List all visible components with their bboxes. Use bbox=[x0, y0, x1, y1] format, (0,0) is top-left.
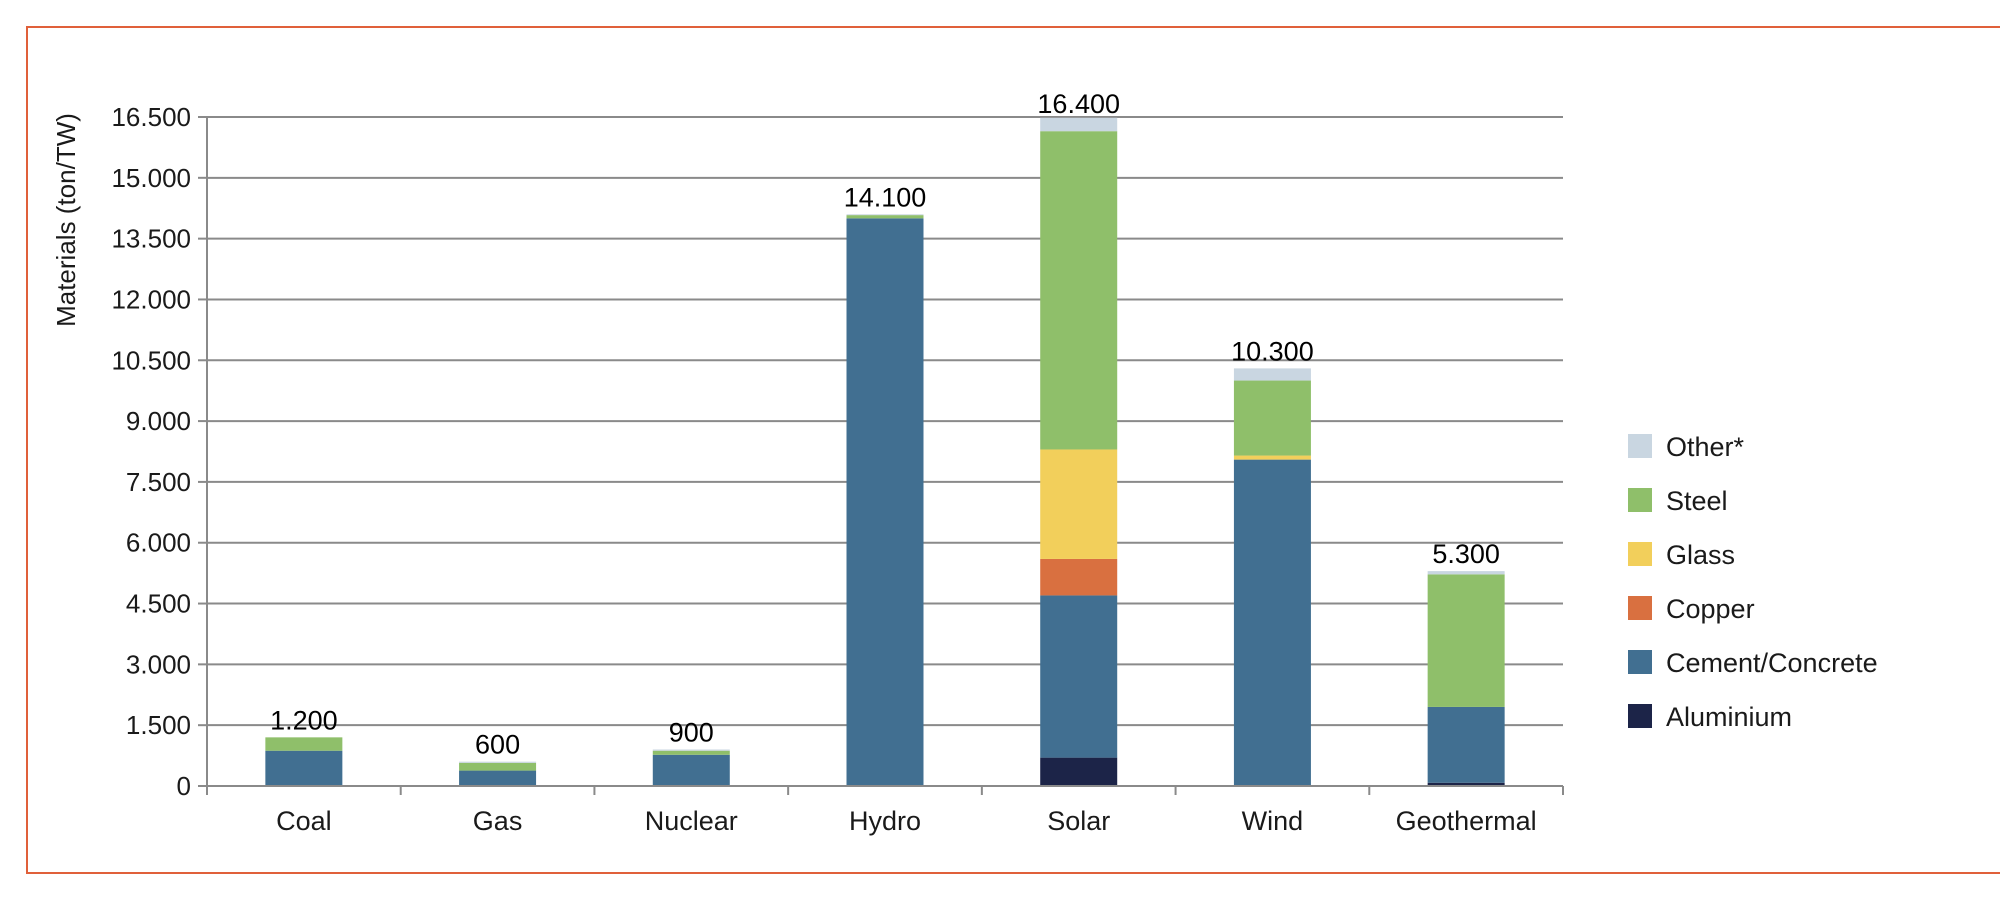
total-label: 900 bbox=[669, 718, 714, 748]
legend-swatch bbox=[1628, 650, 1652, 674]
chart-frame bbox=[26, 26, 2000, 874]
total-label: 1.200 bbox=[270, 705, 338, 735]
legend-label: Other* bbox=[1666, 432, 1745, 462]
bar-geothermal-cement-concrete bbox=[1427, 706, 1505, 783]
y-tick-label: 7.500 bbox=[126, 467, 191, 497]
bar-solar-copper bbox=[1040, 558, 1118, 596]
bar-wind-glass bbox=[1233, 455, 1311, 460]
legend: Other* Steel Glass Copper Cement/Concrete Alu… bbox=[1628, 432, 1878, 732]
total-label: 5.300 bbox=[1432, 539, 1500, 569]
total-labels: 1.200 600 900 14.100 16.400 10.300 5.300 bbox=[270, 89, 1500, 760]
total-label: 600 bbox=[475, 730, 520, 760]
bar-solar-aluminium bbox=[1040, 757, 1118, 786]
y-axis-label: Materials (ton/TW) bbox=[51, 113, 81, 327]
bar-geothermal-other bbox=[1427, 571, 1505, 575]
y-tick-label: 0 bbox=[177, 771, 191, 801]
bar-hydro-other bbox=[846, 214, 924, 216]
bar-hydro-steel bbox=[846, 215, 924, 219]
y-tick-label: 6.000 bbox=[126, 528, 191, 558]
bar-solar-cement-concrete bbox=[1040, 595, 1118, 758]
legend-label: Steel bbox=[1666, 486, 1728, 516]
legend-swatch bbox=[1628, 542, 1652, 566]
legend-swatch bbox=[1628, 704, 1652, 728]
y-axis-ticks: 0 1.500 3.000 4.500 6.000 7.500 9.000 10.500 12.… bbox=[111, 102, 207, 801]
y-tick-label: 3.000 bbox=[126, 649, 191, 679]
x-tick-label: Nuclear bbox=[645, 806, 738, 836]
legend-label: Copper bbox=[1666, 594, 1755, 624]
y-tick-label: 1.500 bbox=[126, 710, 191, 740]
legend-label: Cement/Concrete bbox=[1666, 648, 1878, 678]
total-label: 10.300 bbox=[1231, 336, 1314, 366]
bar-geothermal-steel bbox=[1427, 574, 1505, 707]
bar-gas-other bbox=[459, 761, 537, 763]
x-tick-label: Coal bbox=[276, 806, 332, 836]
legend-label: Aluminium bbox=[1666, 702, 1792, 732]
legend-swatch bbox=[1628, 596, 1652, 620]
bar-solar-steel bbox=[1040, 131, 1118, 450]
bars bbox=[265, 117, 1505, 786]
bar-wind-cement-concrete bbox=[1233, 459, 1311, 786]
legend-swatch bbox=[1628, 434, 1652, 458]
bar-wind-steel bbox=[1233, 380, 1311, 456]
bar-coal-cement-concrete bbox=[265, 750, 343, 786]
y-tick-label: 13.500 bbox=[111, 224, 191, 254]
bar-coal-steel bbox=[265, 737, 343, 751]
y-tick-label: 10.500 bbox=[111, 345, 191, 375]
axes bbox=[206, 117, 1564, 795]
bar-nuclear-steel bbox=[652, 750, 730, 755]
total-label: 16.400 bbox=[1037, 89, 1120, 119]
bar-nuclear-other bbox=[652, 749, 730, 751]
bar-geothermal-aluminium bbox=[1427, 782, 1505, 786]
x-tick-label: Hydro bbox=[849, 806, 921, 836]
y-tick-label: 9.000 bbox=[126, 406, 191, 436]
legend-label: Glass bbox=[1666, 540, 1735, 570]
bar-wind-other bbox=[1233, 368, 1311, 381]
y-tick-label: 15.000 bbox=[111, 163, 191, 193]
bar-nuclear-cement-concrete bbox=[652, 754, 730, 786]
x-tick-label: Gas bbox=[473, 806, 523, 836]
bar-gas-cement-concrete bbox=[459, 770, 537, 786]
bar-solar-other bbox=[1040, 117, 1118, 132]
x-tick-label: Wind bbox=[1242, 806, 1304, 836]
x-tick-label: Solar bbox=[1047, 806, 1110, 836]
y-tick-label: 16.500 bbox=[111, 102, 191, 132]
bar-hydro-cement-concrete bbox=[846, 218, 924, 786]
y-tick-label: 12.000 bbox=[111, 284, 191, 314]
y-tick-label: 4.500 bbox=[126, 589, 191, 619]
x-axis-labels: Coal Gas Nuclear Hydro Solar Wind Geothermal bbox=[276, 806, 1537, 836]
bar-solar-glass bbox=[1040, 449, 1118, 559]
bar-gas-steel bbox=[459, 762, 537, 771]
x-tick-label: Geothermal bbox=[1396, 806, 1537, 836]
legend-swatch bbox=[1628, 488, 1652, 512]
total-label: 14.100 bbox=[844, 182, 927, 212]
